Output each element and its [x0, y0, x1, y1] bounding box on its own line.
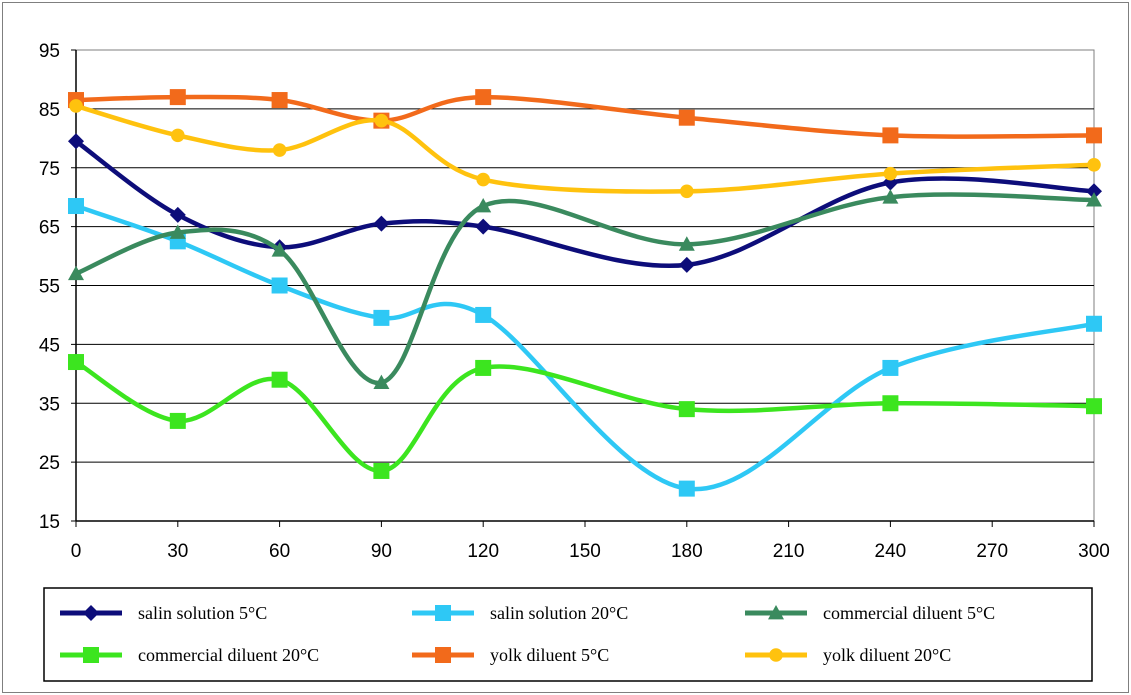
legend-item: salin solution 5°C [60, 603, 267, 623]
data-point-circle [476, 172, 491, 187]
data-point-square [475, 306, 492, 323]
series-commercial-diluent-20-c [68, 354, 1102, 479]
data-point-diamond [68, 133, 84, 150]
data-point-square [475, 359, 492, 376]
data-point-square [68, 198, 84, 215]
data-point-square [1086, 315, 1102, 332]
y-tick-label: 55 [39, 277, 60, 298]
data-point-square [435, 605, 451, 621]
data-point-square [271, 371, 288, 388]
data-point-circle [680, 184, 694, 199]
y-tick-label: 75 [39, 159, 60, 180]
legend-label: commercial diluent 20°C [138, 645, 319, 665]
legend-item: yolk diluent 5°C [412, 645, 609, 665]
x-tick-label: 240 [875, 541, 907, 562]
data-point-square [475, 89, 492, 106]
x-tick-label: 210 [773, 541, 805, 562]
data-point-triangle [1086, 192, 1102, 207]
x-tick-label: 270 [976, 541, 1008, 562]
x-tick-label: 120 [467, 541, 499, 562]
data-point-triangle [169, 224, 186, 239]
legend: salin solution 5°C salin solution 20°C com… [43, 587, 1093, 682]
data-point-diamond [1086, 183, 1102, 200]
x-tick-label: 30 [167, 541, 188, 562]
y-tick-label: 35 [39, 394, 60, 415]
x-tick-label: 0 [71, 541, 82, 562]
data-point-circle [272, 143, 287, 157]
x-tick-label: 90 [371, 541, 392, 562]
data-point-square [83, 647, 99, 663]
data-point-triangle [768, 605, 784, 620]
data-point-square [169, 412, 186, 429]
series-line [73, 192, 1097, 385]
data-point-triangle [475, 198, 492, 213]
y-tick-label: 45 [39, 335, 60, 356]
series-yolk-diluent-20-c [69, 99, 1101, 199]
data-point-square [882, 395, 899, 412]
data-point-square [169, 89, 186, 106]
data-point-triangle [68, 265, 84, 281]
legend-item: salin solution 20°C [412, 603, 628, 623]
axes: 15 25 35 45 55 65 75 85 95 0 30 60 90 120 150 180 210 240… [39, 41, 1110, 562]
data-point-square [68, 354, 84, 371]
data-point-square [271, 92, 288, 109]
data-point-triangle [678, 236, 695, 251]
y-tick-label: 25 [39, 453, 60, 474]
y-tick-label: 85 [39, 100, 60, 121]
data-point-diamond [678, 256, 695, 273]
data-point-square [271, 277, 288, 294]
y-tick-label: 15 [39, 512, 60, 533]
legend-item: yolk diluent 20°C [745, 645, 951, 665]
data-point-square [882, 359, 899, 376]
data-point-circle [69, 99, 83, 113]
x-tick-label: 300 [1078, 541, 1110, 562]
data-point-diamond [475, 218, 492, 235]
data-point-diamond [169, 206, 186, 223]
data-point-square [678, 401, 695, 418]
gridlines [76, 108, 1094, 463]
data-point-square [678, 480, 695, 497]
data-point-square [678, 109, 695, 126]
series-group [68, 89, 1102, 497]
x-tick-label: 180 [671, 541, 703, 562]
data-point-circle [171, 128, 185, 143]
legend-item: commercial diluent 20°C [60, 645, 319, 665]
legend-label: commercial diluent 5°C [823, 603, 995, 623]
data-point-square [373, 462, 390, 479]
data-point-circle [883, 166, 898, 181]
data-point-square [1086, 398, 1102, 415]
legend-label: yolk diluent 5°C [490, 645, 609, 665]
legend-label: salin solution 5°C [138, 603, 267, 623]
data-point-diamond [373, 215, 390, 232]
data-point-square [435, 647, 451, 663]
data-point-square [882, 127, 899, 144]
legend-item: commercial diluent 5°C [745, 603, 995, 623]
y-tick-label: 65 [39, 218, 60, 239]
x-tick-label: 150 [569, 541, 601, 562]
legend-box [43, 587, 1093, 682]
data-point-circle [769, 648, 783, 662]
data-point-circle [1087, 158, 1101, 172]
data-point-triangle [373, 374, 390, 390]
data-point-triangle [271, 242, 288, 257]
data-point-square [1086, 127, 1102, 144]
legend-label: yolk diluent 20°C [823, 645, 951, 665]
data-point-square [373, 309, 390, 326]
data-point-diamond [83, 605, 99, 621]
series-salin-solution-5-c [68, 133, 1102, 273]
data-point-triangle [882, 189, 899, 204]
legend-label: salin solution 20°C [490, 603, 628, 623]
x-tick-label: 60 [269, 541, 290, 562]
series-commercial-diluent-5-c [68, 189, 1102, 390]
y-tick-label: 95 [39, 41, 60, 62]
data-point-circle [374, 113, 389, 128]
